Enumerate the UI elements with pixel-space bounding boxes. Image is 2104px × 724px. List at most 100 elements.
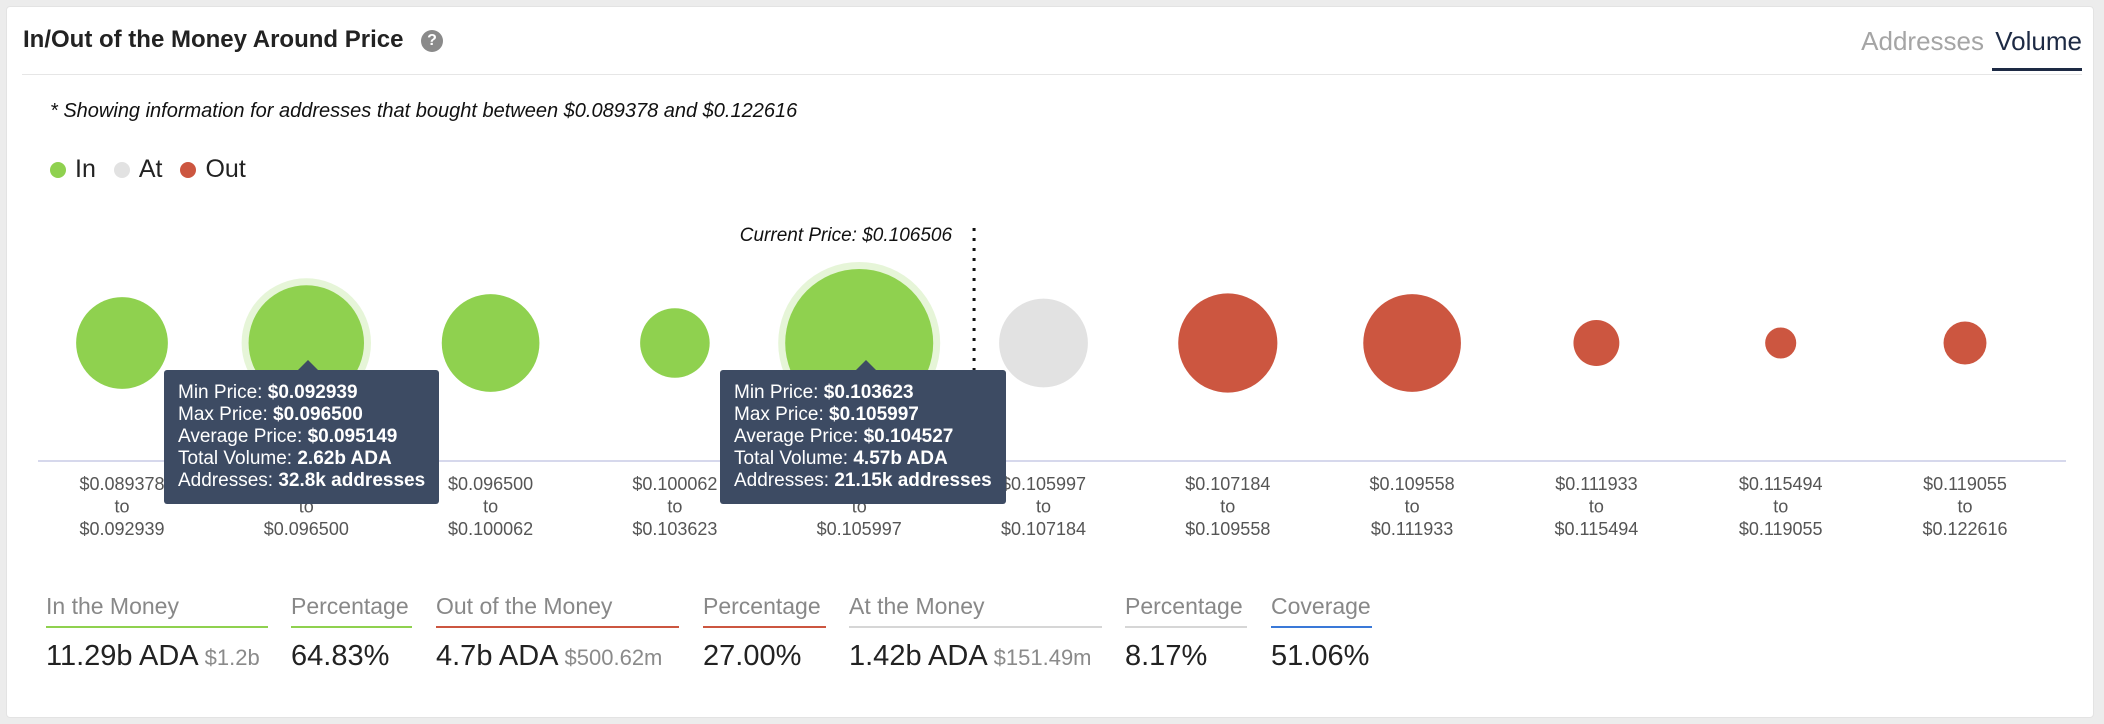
tooltip-bubble-5: Min Price: $0.103623 Max Price: $0.10599… [720, 360, 1006, 504]
tooltip-value: $0.104527 [863, 426, 954, 447]
stat-underline [1271, 626, 1372, 628]
bubble-10[interactable] [1765, 327, 1797, 359]
range-tick-label: $0.100062 [632, 474, 717, 494]
bubble-3[interactable] [441, 294, 540, 392]
range-tick-label: to [114, 497, 129, 517]
stat-underline [46, 626, 268, 628]
stat-value: 4.7b ADA $500.62m [436, 640, 679, 673]
tooltip-row-total-volume: Total Volume: 2.62b ADA [178, 448, 425, 470]
stat-at-the-money: At the Money 1.42b ADA $151.49m [849, 593, 1102, 673]
tooltip-label: Addresses: [734, 470, 835, 491]
stat-underline [1125, 626, 1247, 628]
stat-out-percentage: Percentage 27.00% [703, 593, 826, 673]
tooltip-row-min-price: Min Price: $0.092939 [178, 382, 425, 404]
tooltip-value: 32.8k addresses [278, 470, 426, 491]
range-tick-label: to [1589, 497, 1604, 517]
bubble-8[interactable] [1363, 294, 1461, 392]
tooltip-label: Max Price: [734, 404, 830, 425]
header-divider [22, 74, 2082, 75]
stat-sub: $151.49m [993, 645, 1092, 670]
range-tick-label: $0.115494 [1739, 474, 1823, 494]
range-tick-label: $0.111933 [1371, 519, 1453, 539]
range-tick-label: to [483, 497, 498, 517]
legend-dot-at [113, 161, 130, 178]
range-tick-label: $0.111933 [1555, 474, 1637, 494]
range-tick-label: $0.107184 [1185, 474, 1270, 494]
stat-at-percentage: Percentage 8.17% [1125, 593, 1247, 673]
tooltip-value: 4.57b ADA [853, 448, 948, 469]
stat-coverage: Coverage 51.06% [1271, 593, 1372, 673]
bubble-11[interactable] [1943, 321, 1987, 365]
bubble-7[interactable] [1178, 293, 1278, 393]
stat-sub: $500.62m [564, 645, 663, 670]
tooltip-row-addresses: Addresses: 32.8k addresses [178, 470, 425, 492]
tooltip-label: Min Price: [178, 382, 268, 403]
tooltip-row-average-price: Average Price: $0.095149 [178, 426, 425, 448]
range-tick-label: $0.109558 [1185, 519, 1270, 539]
range-tick-label: $0.105997 [1001, 474, 1086, 494]
legend-label-out: Out [205, 155, 246, 183]
tab-volume[interactable]: Volume [1995, 26, 2082, 56]
stat-out-of-the-money: Out of the Money 4.7b ADA $500.62m [436, 593, 679, 673]
range-tick-label: $0.107184 [1001, 519, 1086, 539]
stat-label: In the Money [46, 593, 179, 619]
help-icon[interactable]: ? [421, 30, 443, 52]
tooltip-row-max-price: Max Price: $0.096500 [178, 404, 425, 426]
bubble-9[interactable] [1573, 320, 1620, 366]
stat-label: At the Money [849, 593, 985, 619]
stat-underline [291, 626, 412, 628]
stat-label: Percentage [703, 593, 821, 619]
range-tick-label: $0.105997 [817, 519, 902, 539]
legend-item-at[interactable]: At [113, 155, 163, 184]
tooltip-value: $0.092939 [267, 382, 358, 403]
stat-value: 64.83% [291, 640, 390, 672]
range-tick-label: $0.119055 [1739, 519, 1823, 539]
tooltip-value: $0.103623 [823, 382, 914, 403]
tooltip-row-average-price: Average Price: $0.104527 [734, 426, 992, 448]
range-tick-label: $0.089378 [79, 474, 164, 494]
legend-dot-in [50, 161, 66, 178]
tooltip-value: $0.095149 [307, 426, 398, 447]
range-tick-label: to [667, 497, 682, 517]
range-tick-label: to [1773, 497, 1788, 517]
range-tick-label: to [1405, 497, 1420, 517]
stat-label: Out of the Money [436, 593, 613, 619]
range-tick-label: to [1220, 497, 1235, 517]
legend-label-at: At [138, 155, 163, 183]
range-tick-label: $0.119055 [1923, 474, 2007, 494]
range-tick-label: $0.100062 [448, 519, 533, 539]
range-tick-label: $0.096500 [264, 519, 349, 539]
stat-label: Percentage [291, 593, 409, 619]
tooltip-row-min-price: Min Price: $0.103623 [734, 382, 992, 404]
legend-item-out[interactable]: Out [180, 155, 246, 184]
stat-value: 8.17% [1125, 640, 1208, 672]
tooltip-label: Average Price: [734, 426, 864, 447]
tooltip-value: $0.096500 [273, 404, 363, 425]
range-tick-label: $0.096500 [448, 474, 533, 494]
bubble-1[interactable] [76, 297, 168, 389]
stat-in-percentage: Percentage 64.83% [291, 593, 412, 673]
stat-value: 51.06% [1271, 640, 1370, 672]
tooltip-label: Total Volume: [734, 448, 854, 469]
bubble-4[interactable] [640, 308, 710, 378]
tooltip-row-addresses: Addresses: 21.15k addresses [734, 470, 992, 492]
active-tab-indicator [1992, 68, 2082, 71]
range-tick-label: $0.115494 [1555, 519, 1639, 539]
tooltip-row-total-volume: Total Volume: 4.57b ADA [734, 448, 992, 470]
legend-item-in[interactable]: In [50, 155, 96, 184]
tooltip-label: Average Price: [178, 426, 308, 447]
legend-label-in: In [75, 155, 96, 183]
range-note: * Showing information for addresses that… [50, 100, 798, 122]
tooltip-arrow [298, 360, 318, 370]
stat-main: 1.42b ADA [849, 640, 988, 672]
tab-addresses[interactable]: Addresses [1861, 26, 1984, 56]
legend-dot-out [180, 161, 197, 178]
range-tick-label: $0.122616 [1922, 519, 2007, 539]
stat-label: Percentage [1125, 593, 1243, 619]
stat-underline [436, 626, 679, 628]
bubble-6[interactable] [999, 298, 1088, 388]
stat-main: 11.29b ADA [46, 640, 199, 672]
tooltip-value: 2.62b ADA [297, 448, 392, 469]
tooltip-label: Addresses: [178, 470, 279, 491]
tooltip-label: Total Volume: [178, 448, 298, 469]
